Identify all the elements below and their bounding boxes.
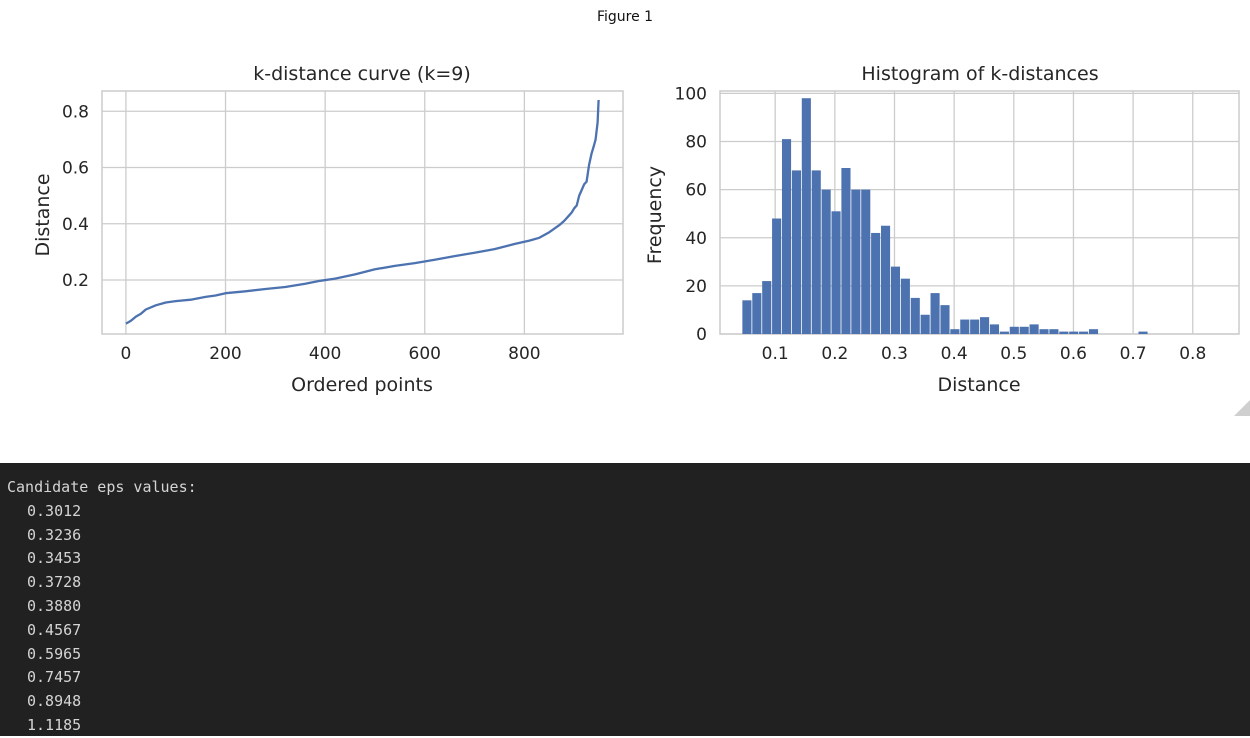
histogram-bar [752, 293, 762, 334]
histogram-bar [920, 314, 930, 334]
histogram-bar [1039, 329, 1049, 334]
histogram-bar [742, 300, 752, 334]
chart-title: Histogram of k-distances [861, 63, 1098, 85]
y-tick-label: 80 [685, 133, 707, 153]
y-tick-label: 40 [685, 229, 707, 249]
y-tick-label: 0.2 [62, 271, 89, 291]
histogram-bar [1138, 331, 1148, 334]
histogram-bar [851, 189, 861, 334]
histogram-bar [980, 317, 990, 334]
x-tick-label: 600 [409, 344, 441, 364]
chart-title: k-distance curve (k=9) [253, 63, 471, 85]
histogram-bar [791, 170, 801, 334]
histogram-bar [960, 319, 970, 334]
x-tick-label: 200 [209, 344, 241, 364]
histogram-bar [871, 232, 881, 334]
histogram-bar [970, 319, 980, 334]
x-tick-label: 400 [309, 344, 341, 364]
x-tick-label: 0.6 [1060, 344, 1087, 364]
histogram-chart: 0.1 0.2 0.3 0.4 0.5 0.6 0.7 0.8 0 20 40 60 80 100 His… [644, 63, 1240, 396]
histogram-bar [999, 331, 1009, 334]
histogram-bar [1059, 331, 1069, 334]
histogram-bar [781, 139, 792, 334]
y-tick-label: 0.4 [62, 215, 89, 235]
histogram-bar [831, 211, 841, 334]
console-heading: Candidate eps values: [7, 478, 197, 496]
x-tick-label: 0.3 [881, 344, 908, 364]
figure-window-title: Figure 1 [596, 9, 654, 25]
eps-value: 0.5965 [27, 644, 82, 663]
histogram-bar [910, 297, 920, 334]
histogram-bar [940, 305, 950, 334]
y-tick-label: 0.6 [62, 159, 89, 179]
histogram-bar [762, 281, 772, 334]
histogram-bar [950, 329, 960, 334]
eps-value: 0.3880 [27, 596, 82, 615]
eps-value: 0.3236 [27, 525, 82, 544]
x-tick-label: 0.7 [1120, 344, 1147, 364]
resize-grip-icon[interactable] [1234, 400, 1250, 416]
x-tick-label: 0.2 [821, 344, 848, 364]
k-distance-chart: 0 200 400 600 800 0.2 0.4 0.6 0.8 k-distance cur… [32, 63, 624, 396]
eps-value: 0.4567 [27, 620, 82, 639]
histogram-bar [890, 266, 901, 334]
x-tick-label: 0 [120, 344, 131, 364]
figure-window: Figure 1 0 200 400 600 800 0.2 0.4 0.6 0.8 k-dis… [32, 9, 1250, 416]
histogram-bar [989, 324, 1000, 334]
eps-value: 0.8948 [27, 692, 82, 711]
histogram-bar [801, 98, 811, 334]
x-tick-label: 0.8 [1179, 344, 1206, 364]
eps-value: 0.3012 [27, 501, 82, 520]
histogram-bar [841, 167, 851, 334]
y-tick-label: 20 [685, 277, 707, 297]
histogram-bar [1049, 329, 1059, 334]
histogram-bar [1009, 326, 1019, 334]
histogram-bar [821, 189, 831, 334]
histogram-bar [900, 278, 910, 334]
y-tick-label: 60 [685, 181, 707, 201]
histogram-bar [772, 218, 782, 334]
histogram-bar [811, 170, 821, 334]
histogram-bar [1019, 326, 1029, 334]
x-axis-label: Ordered points [291, 374, 433, 396]
x-tick-label: 800 [508, 344, 540, 364]
x-tick-label: 0.1 [762, 344, 789, 364]
histogram-bar [1069, 331, 1079, 334]
histogram-bar [1029, 324, 1039, 334]
x-tick-label: 0.5 [1000, 344, 1027, 364]
y-axis-label: Distance [32, 173, 54, 256]
histogram-bar [881, 225, 891, 334]
k-distance-line [125, 99, 600, 325]
histogram-bar [1079, 331, 1089, 334]
y-tick-label: 0.8 [62, 102, 89, 122]
eps-value: 1.1185 [27, 715, 82, 734]
x-tick-label: 0.4 [941, 344, 968, 364]
histogram-bar [930, 293, 940, 334]
x-axis-label: Distance [937, 374, 1020, 396]
eps-value: 0.3728 [27, 573, 82, 592]
histogram-bar [861, 189, 871, 334]
y-tick-label: 100 [675, 84, 707, 104]
console-output: Candidate eps values: 0.3012 0.3236 0.3453… [0, 463, 1250, 736]
plot-area-background [101, 90, 624, 335]
histogram-bar [1088, 329, 1099, 334]
eps-value: 0.3453 [27, 549, 82, 568]
y-axis-label: Frequency [644, 166, 666, 264]
y-tick-label: 0 [696, 325, 707, 345]
eps-value: 0.7457 [27, 668, 82, 687]
